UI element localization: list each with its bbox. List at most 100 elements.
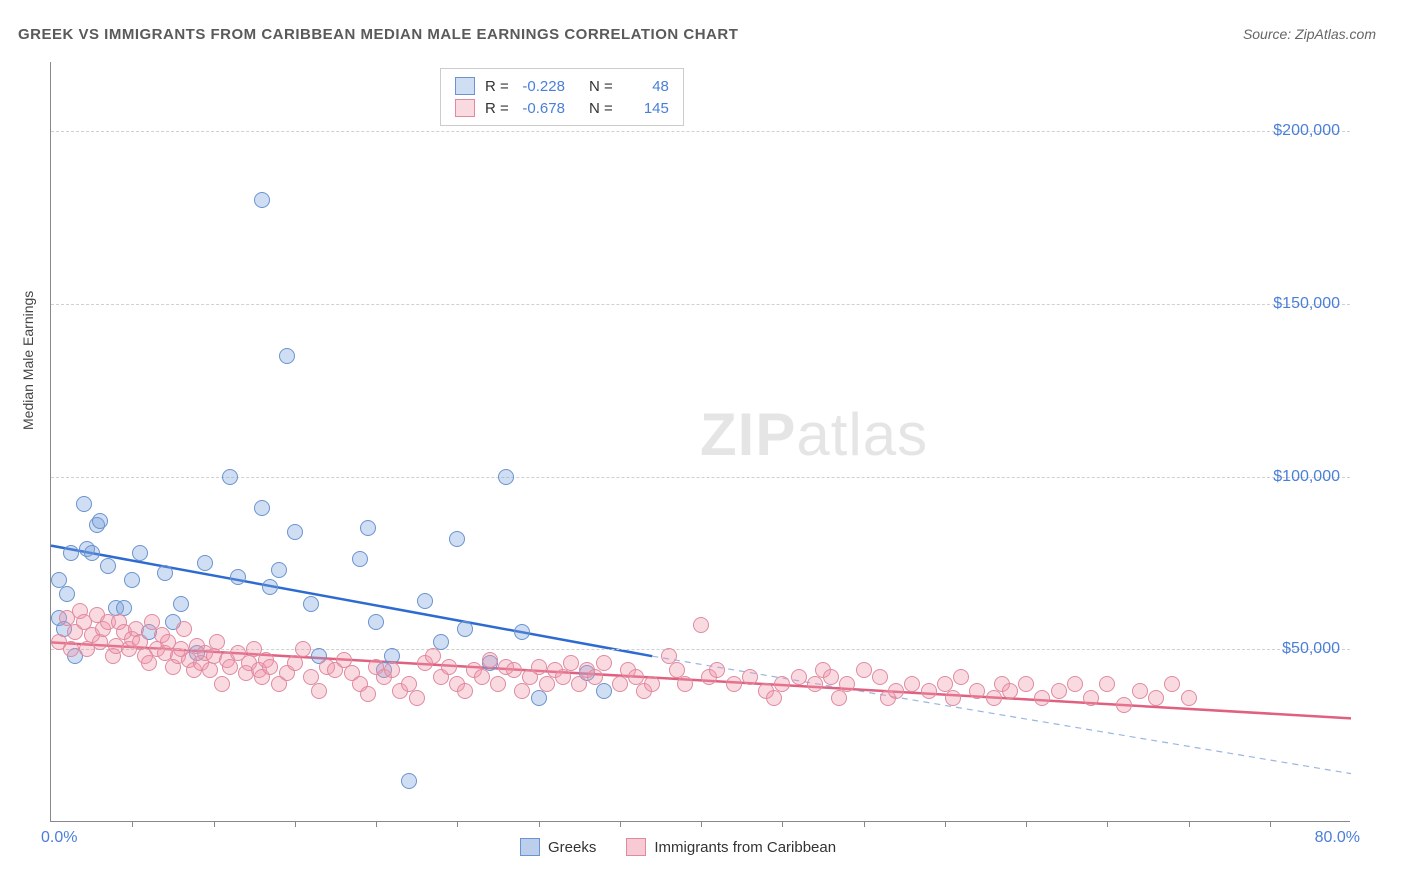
legend-series-label: Immigrants from Caribbean <box>654 839 836 856</box>
legend-series-item: Immigrants from Caribbean <box>626 838 836 856</box>
data-point <box>531 659 547 675</box>
data-point <box>202 662 218 678</box>
x-tick <box>782 821 783 827</box>
data-point <box>1018 676 1034 692</box>
y-tick-label: $200,000 <box>1273 122 1340 140</box>
data-point <box>596 683 612 699</box>
data-point <box>677 676 693 692</box>
data-point <box>742 669 758 685</box>
data-point <box>209 634 225 650</box>
x-tick <box>864 821 865 827</box>
data-point <box>1181 690 1197 706</box>
data-point <box>709 662 725 678</box>
data-point <box>856 662 872 678</box>
data-point <box>945 690 961 706</box>
x-tick <box>1189 821 1190 827</box>
data-point <box>197 555 213 571</box>
legend-swatch <box>455 99 475 117</box>
data-point <box>63 545 79 561</box>
data-point <box>1099 676 1115 692</box>
legend-swatch <box>455 77 475 95</box>
data-point <box>831 690 847 706</box>
x-tick <box>1270 821 1271 827</box>
data-point <box>823 669 839 685</box>
data-point <box>555 669 571 685</box>
data-point <box>482 652 498 668</box>
data-point <box>360 686 376 702</box>
data-point <box>514 683 530 699</box>
data-point <box>571 676 587 692</box>
data-point <box>986 690 1002 706</box>
data-point <box>157 565 173 581</box>
data-point <box>791 669 807 685</box>
data-point <box>766 690 782 706</box>
data-point <box>124 572 140 588</box>
x-tick <box>1026 821 1027 827</box>
data-point <box>176 621 192 637</box>
data-point <box>384 662 400 678</box>
data-point <box>222 469 238 485</box>
y-tick-label: $150,000 <box>1273 295 1340 313</box>
data-point <box>262 579 278 595</box>
legend-series-label: Greeks <box>548 839 596 856</box>
data-point <box>596 655 612 671</box>
data-point <box>774 676 790 692</box>
legend-r-value: -0.678 <box>517 100 565 117</box>
data-point <box>539 676 555 692</box>
data-point <box>839 676 855 692</box>
data-point <box>352 551 368 567</box>
x-tick <box>132 821 133 827</box>
data-point <box>230 569 246 585</box>
grid-line <box>51 304 1350 305</box>
data-point <box>76 496 92 512</box>
data-point <box>254 500 270 516</box>
x-tick-label: 0.0% <box>41 829 77 847</box>
data-point <box>644 676 660 692</box>
x-tick <box>620 821 621 827</box>
data-point <box>271 562 287 578</box>
x-tick <box>214 821 215 827</box>
legend-swatch <box>626 838 646 856</box>
legend-correlation-row: R = -0.678N = 145 <box>455 97 669 119</box>
data-point <box>84 545 100 561</box>
data-point <box>1083 690 1099 706</box>
data-point <box>1132 683 1148 699</box>
data-point <box>92 634 108 650</box>
legend-r-label: R = -0.228 <box>485 78 565 95</box>
legend-n-value: 145 <box>621 100 669 117</box>
data-point <box>474 669 490 685</box>
x-tick-label: 80.0% <box>1315 829 1360 847</box>
data-point <box>417 593 433 609</box>
x-tick <box>539 821 540 827</box>
data-point <box>457 621 473 637</box>
legend-r-value: -0.228 <box>517 78 565 95</box>
data-point <box>490 676 506 692</box>
data-point <box>287 524 303 540</box>
data-point <box>888 683 904 699</box>
y-tick-label: $100,000 <box>1273 468 1340 486</box>
data-point <box>214 676 230 692</box>
x-tick <box>295 821 296 827</box>
data-point <box>953 669 969 685</box>
data-point <box>1067 676 1083 692</box>
x-tick <box>1107 821 1108 827</box>
trend-lines-layer <box>51 62 1350 821</box>
data-point <box>92 513 108 529</box>
data-point <box>1148 690 1164 706</box>
data-point <box>401 773 417 789</box>
x-tick <box>376 821 377 827</box>
grid-line <box>51 131 1350 132</box>
data-point <box>807 676 823 692</box>
data-point <box>457 683 473 699</box>
data-point <box>173 596 189 612</box>
legend-series-item: Greeks <box>520 838 596 856</box>
data-point <box>1034 690 1050 706</box>
data-point <box>279 348 295 364</box>
data-point <box>498 469 514 485</box>
data-point <box>921 683 937 699</box>
data-point <box>311 683 327 699</box>
data-point <box>1002 683 1018 699</box>
data-point <box>969 683 985 699</box>
data-point <box>254 192 270 208</box>
data-point <box>441 659 457 675</box>
